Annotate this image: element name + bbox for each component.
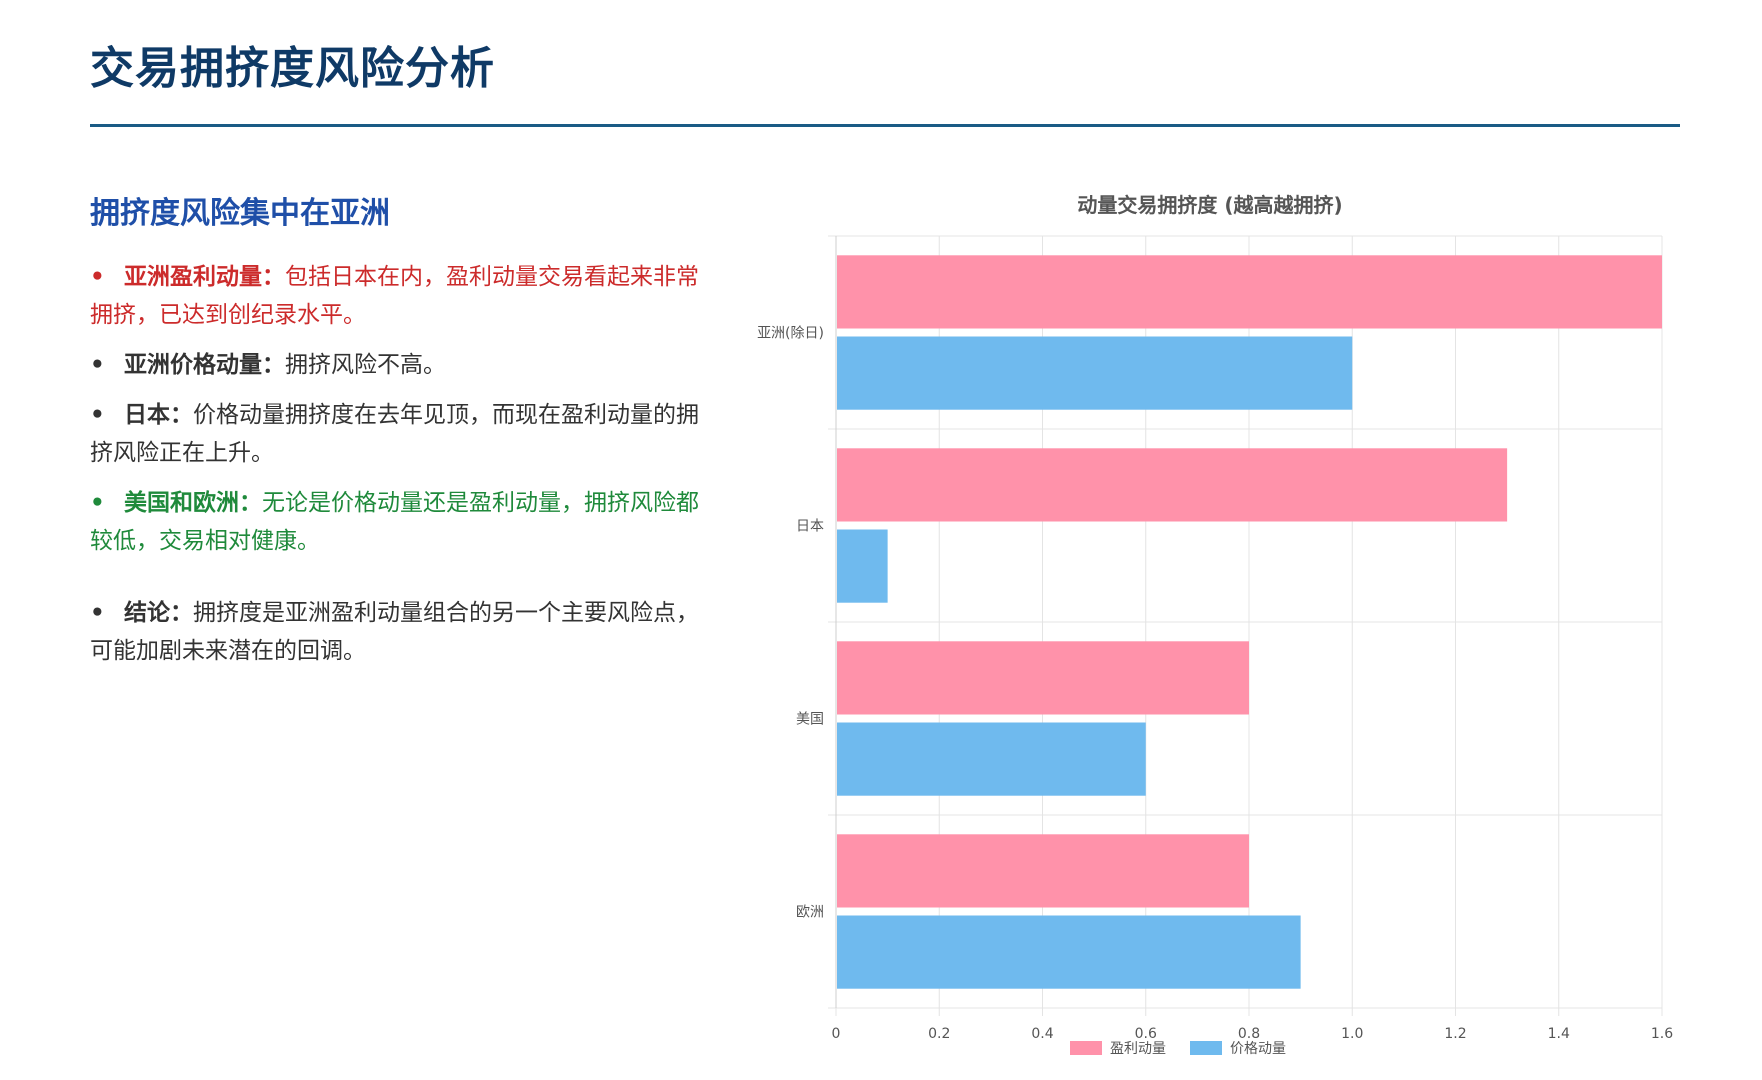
bar-price-3 xyxy=(837,915,1301,989)
category-label: 美国 xyxy=(796,712,824,728)
bar-earnings-0 xyxy=(837,255,1662,329)
x-tick-label: 0 xyxy=(832,1026,841,1042)
category-label: 亚洲(除日) xyxy=(757,326,824,342)
chart-bars xyxy=(837,255,1662,989)
bullet-text: 拥挤度是亚洲盈利动量组合的另一个主要风险点，可能加剧未来潜在的回调。 xyxy=(90,600,699,664)
bullet-us-europe: • 美国和欧洲：无论是价格动量还是盈利动量，拥挤风险都较低，交易相对健康。 xyxy=(90,484,710,560)
bar-earnings-3 xyxy=(837,834,1249,908)
text-column: 拥挤度风险集中在亚洲 • 亚洲盈利动量：包括日本在内，盈利动量交易看起来非常拥挤，… xyxy=(90,188,710,682)
bullet-text: 价格动量拥挤度在去年见顶，而现在盈利动量的拥挤风险正在上升。 xyxy=(90,402,699,466)
bar-price-1 xyxy=(837,529,888,603)
x-tick-label: 1.6 xyxy=(1651,1026,1673,1042)
bullet-key: 结论： xyxy=(124,600,193,626)
legend-label: 盈利动量 xyxy=(1110,1041,1166,1057)
legend-label: 价格动量 xyxy=(1230,1041,1286,1057)
bar-price-0 xyxy=(837,336,1353,410)
x-tick-label: 1.0 xyxy=(1341,1026,1363,1042)
bullet-text: 包括日本在内，盈利动量交易看起来非常拥挤，已达到创纪录水平。 xyxy=(90,264,699,328)
legend-swatch xyxy=(1190,1041,1222,1055)
x-tick-label: 0.6 xyxy=(1135,1026,1157,1042)
bar-earnings-2 xyxy=(837,641,1249,715)
bullet-key: 美国和欧洲： xyxy=(124,490,262,516)
chart-legend: 盈利动量 价格动量 xyxy=(1070,1041,1286,1057)
x-tick-label: 0.2 xyxy=(928,1026,950,1042)
bar-earnings-1 xyxy=(837,448,1508,522)
bullet-text: 拥挤风险不高。 xyxy=(285,352,446,378)
legend-swatch xyxy=(1070,1041,1102,1055)
title-divider xyxy=(90,124,1680,127)
bullet-asia-earnings: • 亚洲盈利动量：包括日本在内，盈利动量交易看起来非常拥挤，已达到创纪录水平。 xyxy=(90,258,710,334)
x-tick-label: 1.2 xyxy=(1444,1026,1466,1042)
bullet-conclusion: • 结论：拥挤度是亚洲盈利动量组合的另一个主要风险点，可能加剧未来潜在的回调。 xyxy=(90,594,710,670)
bullet-key: 亚洲价格动量： xyxy=(124,352,285,378)
bullet-dot-icon: • xyxy=(90,402,105,428)
bullet-key: 亚洲盈利动量： xyxy=(124,264,285,290)
chart-x-ticks: 0 0.2 0.4 0.6 0.8 1.0 1.2 1.4 1.6 xyxy=(832,1026,1674,1042)
section-heading: 拥挤度风险集中在亚洲 xyxy=(90,196,390,231)
bullet-japan: • 日本：价格动量拥挤度在去年见顶，而现在盈利动量的拥挤风险正在上升。 xyxy=(90,396,710,472)
bullet-list: • 亚洲盈利动量：包括日本在内，盈利动量交易看起来非常拥挤，已达到创纪录水平。 •… xyxy=(90,258,710,670)
category-label: 欧洲 xyxy=(796,905,824,921)
bar-price-2 xyxy=(837,722,1146,796)
bullet-dot-icon: • xyxy=(90,264,105,290)
bullet-text: 无论是价格动量还是盈利动量，拥挤风险都较低，交易相对健康。 xyxy=(90,490,699,554)
bullet-key: 日本： xyxy=(124,402,193,428)
bullet-dot-icon: • xyxy=(90,600,105,626)
x-tick-label: 0.4 xyxy=(1031,1026,1053,1042)
page-title: 交易拥挤度风险分析 xyxy=(90,43,495,94)
bullet-dot-icon: • xyxy=(90,352,105,378)
chart-container: 动量交易拥挤度 (越高越拥挤) 亚洲(除日) 日本 美国 欧洲 0 0.2 0.4 0.6 0… xyxy=(740,190,1680,1080)
category-label: 日本 xyxy=(796,519,824,535)
bullet-dot-icon: • xyxy=(90,490,105,516)
x-tick-label: 0.8 xyxy=(1238,1026,1260,1042)
bullet-asia-price: • 亚洲价格动量：拥挤风险不高。 xyxy=(90,346,710,384)
x-tick-label: 1.4 xyxy=(1548,1026,1570,1042)
chart-title: 动量交易拥挤度 (越高越拥挤) xyxy=(1077,193,1342,217)
